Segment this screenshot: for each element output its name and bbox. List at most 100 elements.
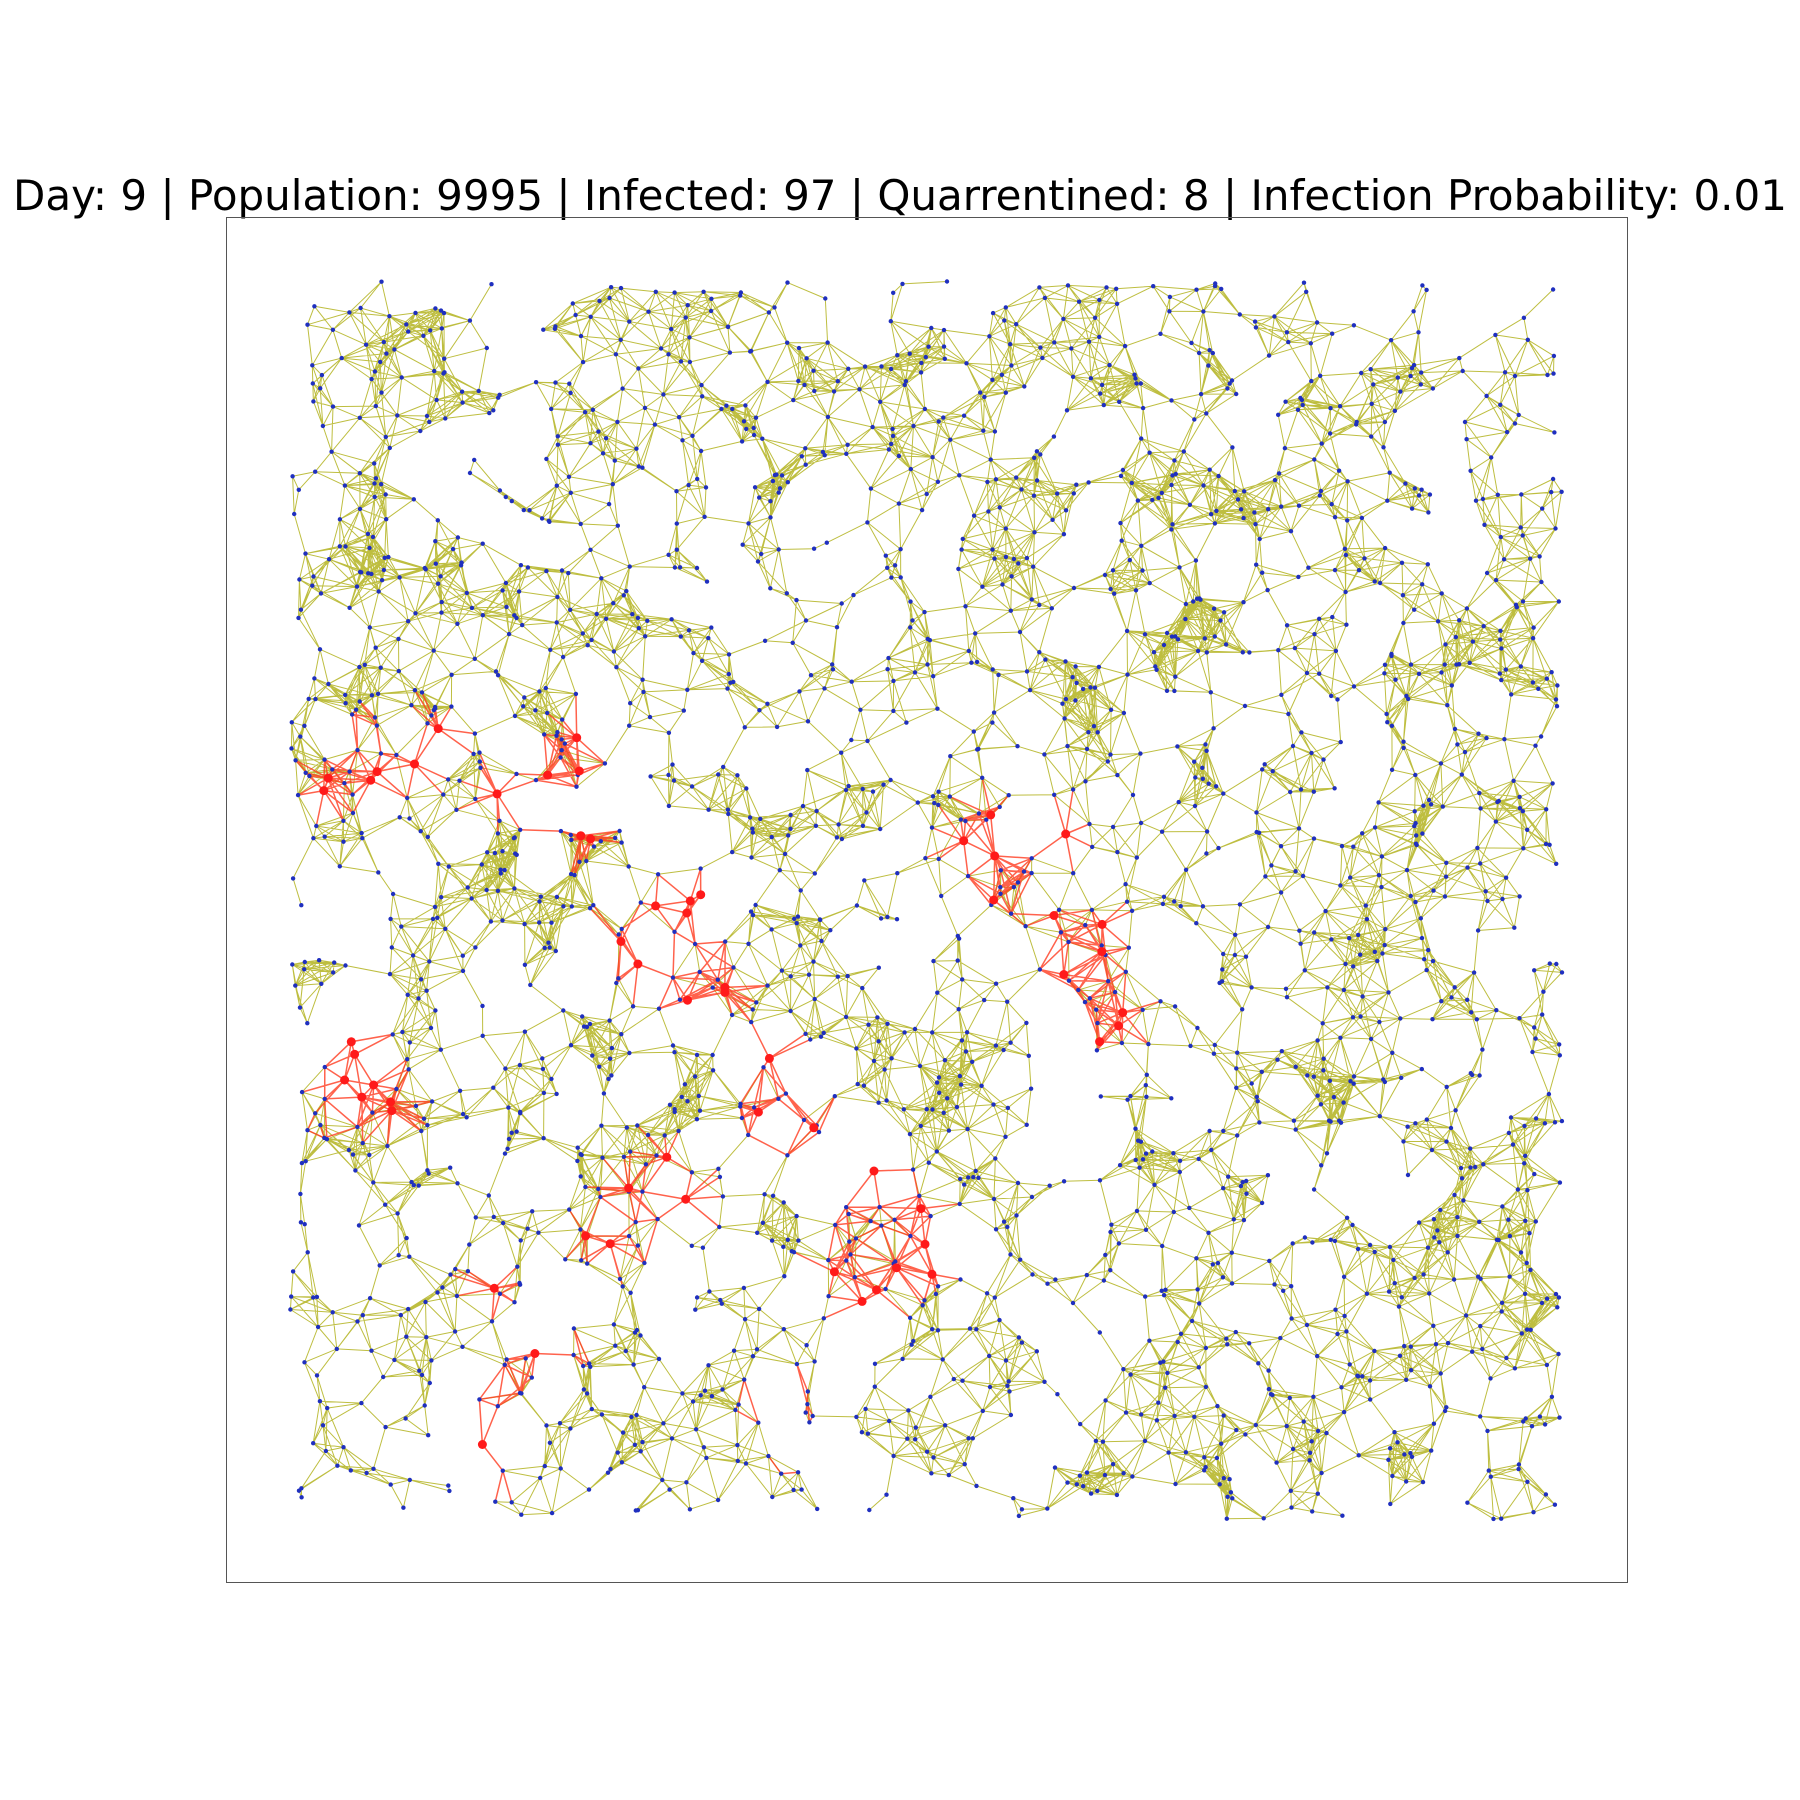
healthy-node <box>337 517 343 522</box>
healthy-node <box>1030 1272 1035 1277</box>
healthy-node <box>555 730 560 735</box>
healthy-node <box>1226 1174 1231 1179</box>
healthy-node <box>1409 1454 1415 1460</box>
healthy-node <box>1146 1041 1151 1047</box>
healthy-node <box>1523 1218 1528 1223</box>
healthy-node <box>1227 1477 1232 1482</box>
healthy-node <box>373 476 379 481</box>
healthy-node <box>500 1468 505 1473</box>
healthy-node <box>636 366 641 371</box>
healthy-node <box>1016 1513 1022 1519</box>
healthy-node <box>546 940 551 945</box>
healthy-node <box>680 1391 685 1396</box>
healthy-node <box>441 792 446 797</box>
healthy-node <box>1328 1119 1333 1124</box>
healthy-node <box>882 1067 887 1072</box>
healthy-node <box>1037 967 1042 972</box>
healthy-node <box>1355 1373 1360 1378</box>
healthy-node <box>895 353 900 358</box>
healthy-node <box>431 707 437 713</box>
healthy-node <box>643 1162 649 1167</box>
healthy-node <box>1034 1349 1039 1354</box>
healthy-node <box>504 604 509 610</box>
healthy-node <box>708 308 714 314</box>
healthy-node <box>1214 1455 1220 1461</box>
healthy-node <box>616 976 621 981</box>
healthy-node <box>667 1487 672 1492</box>
healthy-node <box>1268 1392 1274 1397</box>
healthy-node <box>747 815 753 820</box>
healthy-node <box>1065 283 1071 288</box>
healthy-node <box>846 1211 851 1217</box>
infected-node <box>616 937 626 946</box>
healthy-node <box>1221 1476 1226 1481</box>
healthy-node <box>467 318 473 323</box>
healthy-node <box>694 1295 700 1300</box>
healthy-node <box>460 400 465 405</box>
healthy-node <box>638 1333 643 1338</box>
healthy-node <box>1127 557 1132 563</box>
healthy-node <box>542 1463 547 1469</box>
healthy-node <box>1173 674 1178 679</box>
healthy-node <box>760 436 765 441</box>
healthy-node <box>924 1449 930 1454</box>
healthy-node <box>356 1223 362 1228</box>
healthy-node <box>1253 1422 1259 1428</box>
healthy-node <box>398 1312 403 1318</box>
healthy-node <box>1103 1398 1108 1403</box>
healthy-node <box>1287 1395 1293 1401</box>
healthy-node <box>587 906 593 911</box>
healthy-node <box>1416 493 1422 498</box>
healthy-node <box>1231 1217 1236 1222</box>
healthy-node <box>966 648 971 654</box>
healthy-node <box>1392 1430 1397 1435</box>
healthy-node <box>542 945 547 951</box>
healthy-node <box>1192 759 1197 764</box>
healthy-node <box>978 390 983 395</box>
healthy-node <box>731 965 736 970</box>
infected-node <box>624 1183 634 1193</box>
healthy-node <box>578 521 583 527</box>
healthy-node <box>993 1043 999 1048</box>
healthy-node <box>957 1073 963 1079</box>
healthy-node <box>1528 556 1533 561</box>
healthy-node <box>518 563 524 568</box>
healthy-node <box>1140 405 1146 411</box>
healthy-node <box>928 1394 933 1400</box>
healthy-node <box>958 1082 964 1087</box>
healthy-node <box>762 1192 767 1197</box>
healthy-node <box>658 346 664 351</box>
healthy-node <box>845 442 850 447</box>
healthy-node <box>1499 1300 1505 1306</box>
healthy-node <box>578 1227 583 1232</box>
healthy-node <box>685 687 690 692</box>
healthy-node <box>635 1243 641 1248</box>
healthy-node <box>435 518 440 523</box>
healthy-node <box>907 1315 913 1321</box>
healthy-node <box>709 1394 715 1399</box>
healthy-node <box>318 386 323 391</box>
healthy-node <box>1211 606 1217 611</box>
healthy-node <box>1330 331 1335 336</box>
healthy-node <box>794 921 799 926</box>
healthy-node <box>416 1183 421 1188</box>
healthy-node <box>533 708 538 713</box>
healthy-node <box>388 1482 393 1487</box>
healthy-node <box>1497 671 1503 676</box>
healthy-node <box>382 555 387 560</box>
healthy-node <box>1207 467 1212 472</box>
healthy-node <box>1164 630 1170 636</box>
healthy-node <box>730 849 735 855</box>
healthy-node <box>863 1406 868 1412</box>
healthy-node <box>743 403 748 408</box>
healthy-node <box>1518 664 1524 669</box>
healthy-node <box>982 394 987 400</box>
healthy-node <box>615 419 620 425</box>
healthy-node <box>991 1102 996 1107</box>
healthy-node <box>902 382 907 388</box>
healthy-node <box>1524 1260 1529 1266</box>
healthy-node <box>1003 526 1008 531</box>
healthy-node <box>1344 622 1349 627</box>
healthy-node <box>404 322 409 327</box>
healthy-node <box>756 1306 762 1312</box>
